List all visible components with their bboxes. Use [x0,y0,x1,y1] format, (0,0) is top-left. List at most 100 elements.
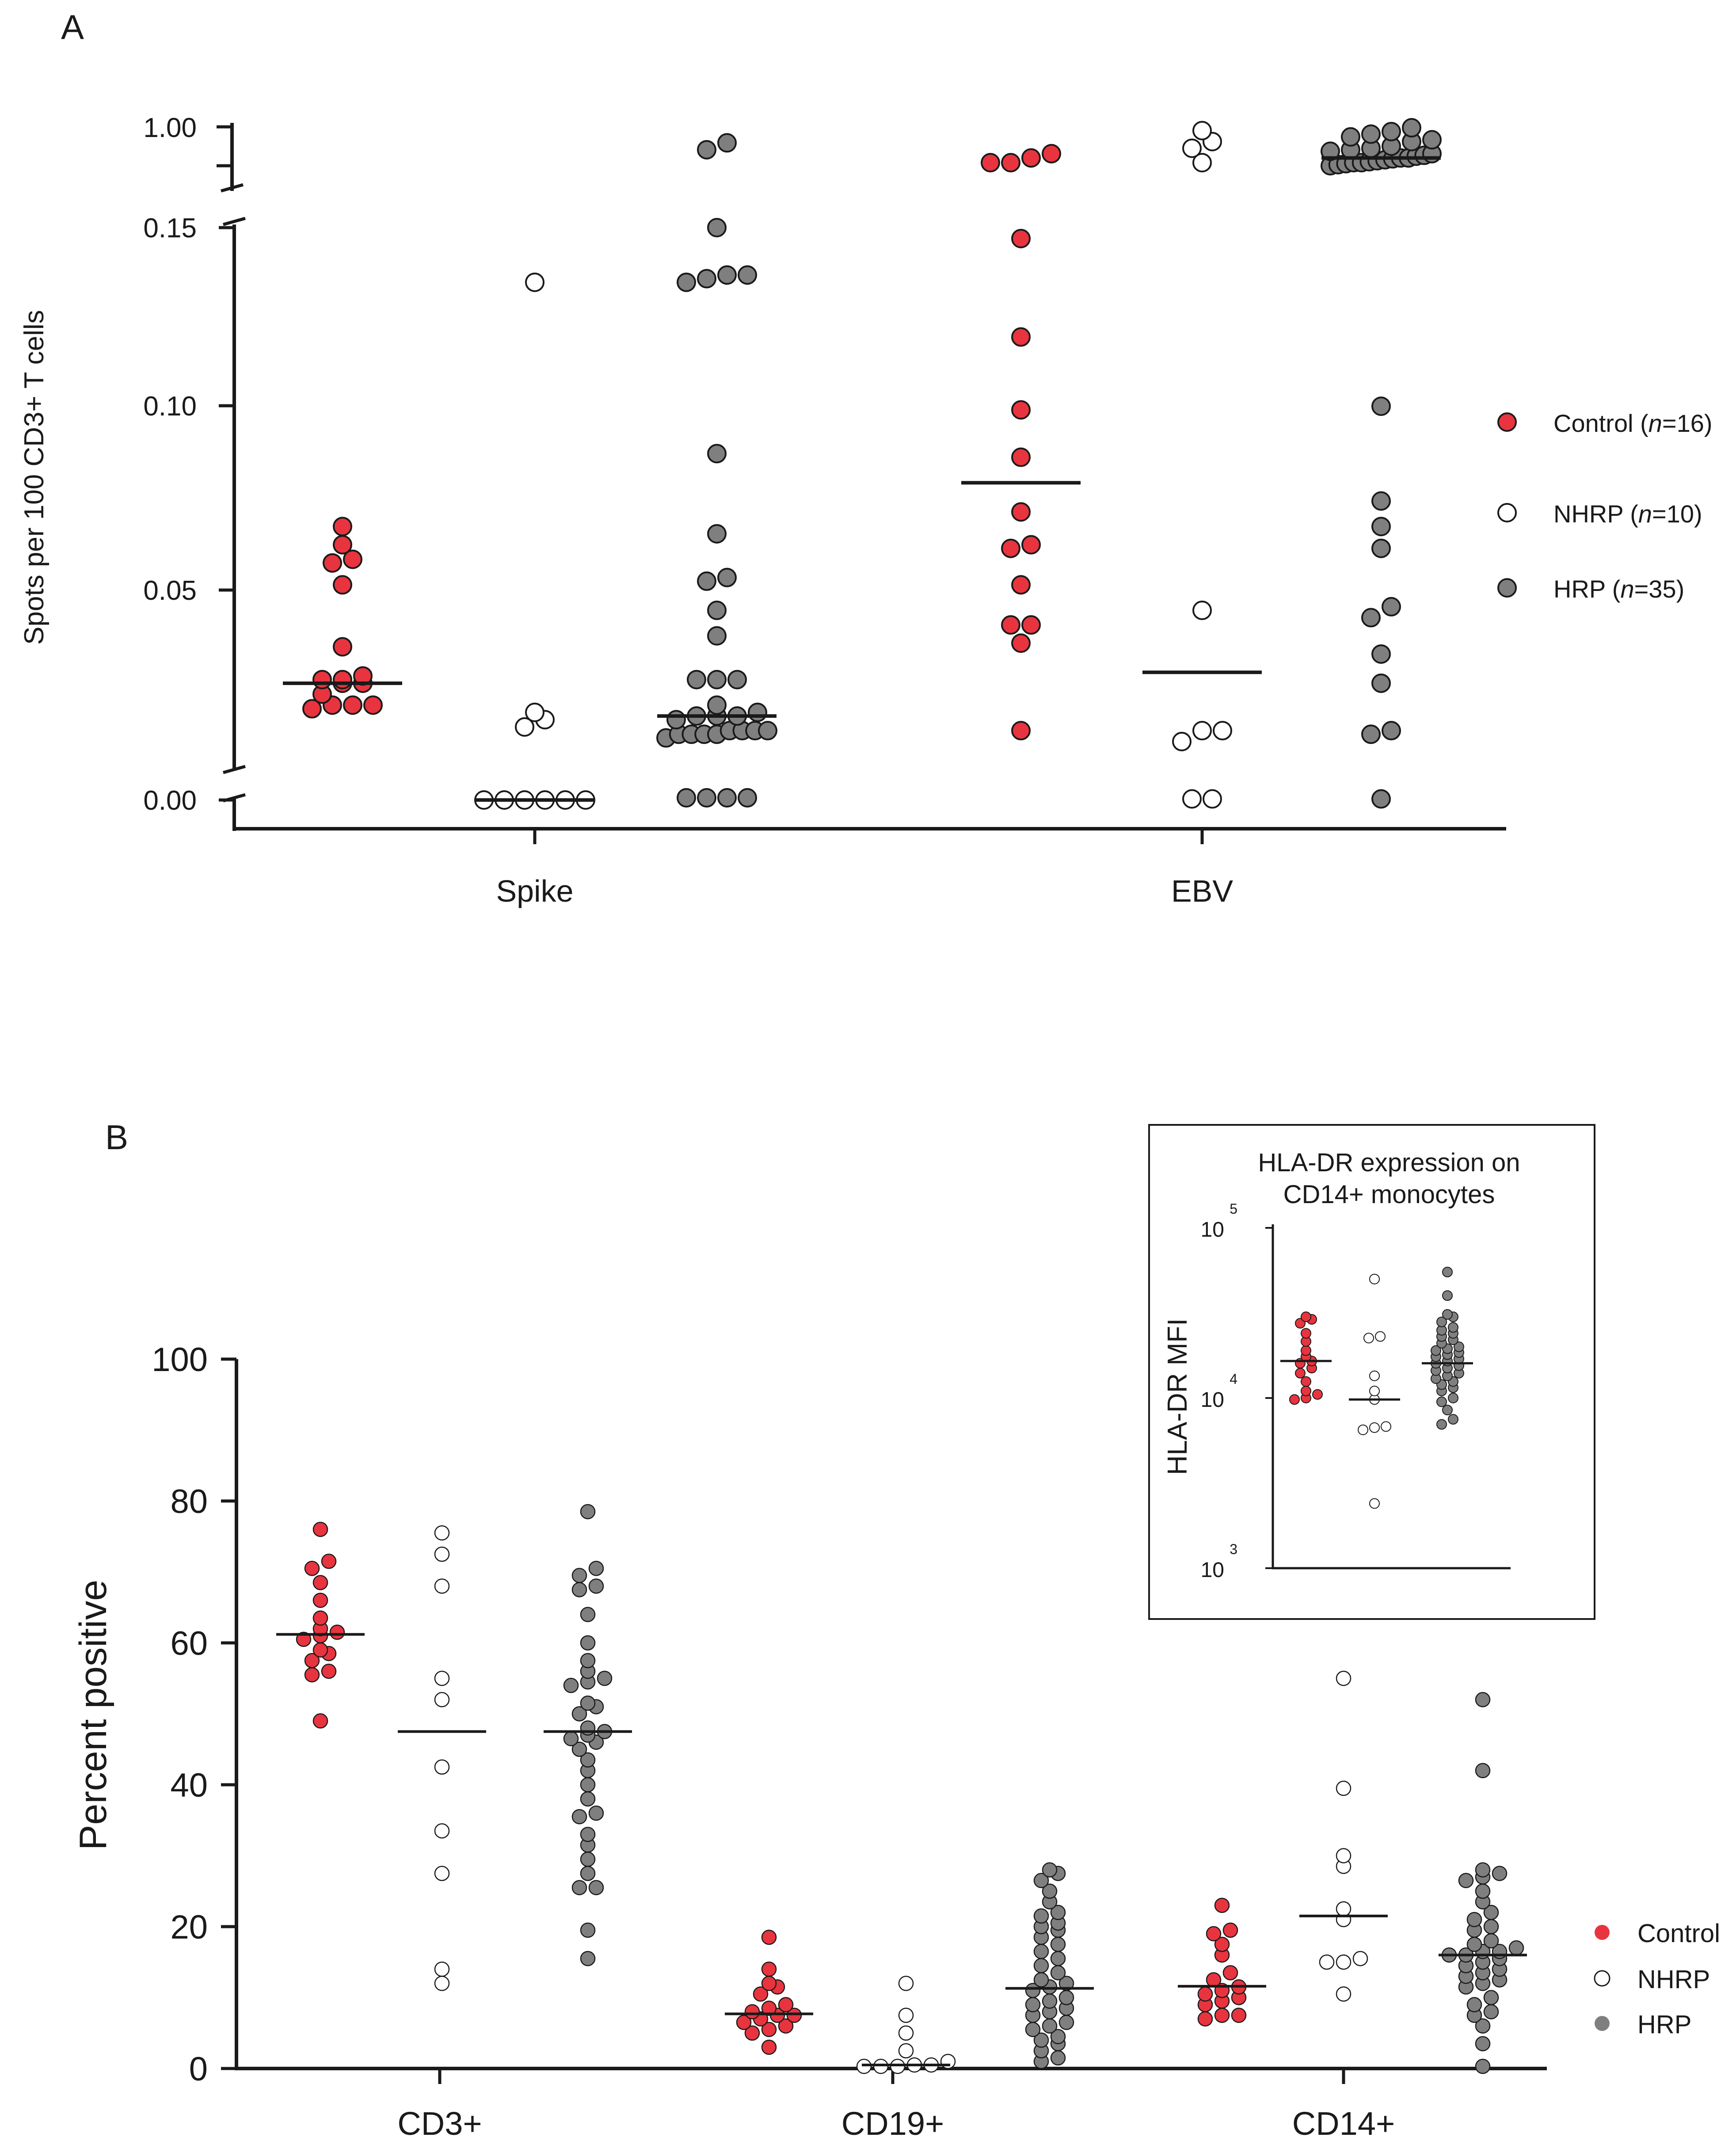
b-point-hrp-cd3 [571,1706,587,1722]
a-point-control-ebv [1001,538,1020,558]
inset-point-hrp [1448,1322,1458,1333]
b-point-hrp-cd3 [588,1805,604,1821]
b-point-hrp-cd14 [1492,1866,1508,1881]
a-point-nhrp-ebv [1192,600,1212,620]
inset-point-hrp [1436,1419,1447,1430]
b-y-axis-label: Percent positive [72,1580,114,1850]
b-point-hrp-cd19 [1033,2032,1049,2048]
b-point-hrp-cd14 [1483,1990,1499,2005]
b-point-control-cd19 [744,2004,760,2019]
b-point-nhrp-cd3 [434,1976,450,1991]
b-point-nhrp-cd14 [1336,1901,1351,1917]
a-point-nhrp-ebv [1213,721,1232,741]
b-point-nhrp-cd3 [434,1671,450,1686]
inset-point-control [1301,1345,1311,1356]
a-data-points [283,118,1442,810]
b-point-hrp-cd14 [1483,1919,1499,1935]
b-point-nhrp-cd3 [434,1578,450,1594]
inset-point-control [1301,1386,1311,1397]
a-point-control-ebv [1011,633,1031,653]
a-point-control-spike [333,535,352,555]
b-point-hrp-cd19 [1042,1993,1058,2009]
a-point-control-ebv [1011,327,1031,347]
b-point-hrp-cd19 [1058,2015,1074,2030]
panel-b-chart: 0 20 40 60 80 100 Percent positive CD3+ CD19+… [72,1341,1720,2141]
inset-point-hrp [1448,1414,1458,1425]
b-y-ticks: 0 20 40 60 80 100 [152,1341,236,2088]
panel-a-label: A [61,8,84,46]
b-point-nhrp-cd19 [898,1976,914,1991]
b-x-tick-label-cd19: CD19+ [841,2105,944,2141]
b-point-hrp-cd19 [1042,1883,1058,1899]
b-point-control-cd3 [312,1610,328,1626]
b-point-hrp-cd19 [1050,1965,1066,1981]
a-point-nhrp-ebv [1192,153,1212,173]
b-y-tick-label: 40 [170,1767,208,1804]
b-point-hrp-cd19 [1033,1958,1049,1973]
a-point-control-ebv [1021,535,1041,555]
inset-point-nhrp [1369,1498,1380,1509]
b-point-control-cd14 [1222,1965,1238,1981]
a-point-hrp-ebv [1371,538,1391,558]
a-point-hrp-ebv [1382,122,1401,141]
b-point-hrp-cd14 [1475,2018,1491,2034]
inset-point-nhrp [1369,1422,1380,1433]
b-legend-label-control: Control [1637,1919,1720,1948]
b-point-hrp-cd3 [580,1635,596,1651]
a-point-hrp-spike [697,140,716,160]
a-point-nhrp-ebv [1182,138,1202,158]
a-point-hrp-spike [697,269,716,289]
b-point-hrp-cd3 [571,1880,587,1895]
b-point-hrp-cd14 [1475,1692,1491,1707]
b-legend-label-hrp: HRP [1637,2010,1691,2039]
b-point-hrp-cd3 [588,1578,604,1594]
a-point-hrp-spike [707,626,727,646]
inset-point-control [1289,1394,1300,1405]
b-point-hrp-cd19 [1050,2029,1066,2045]
a-point-hrp-ebv [1371,789,1391,809]
b-point-hrp-cd3 [571,1568,587,1583]
b-point-hrp-cd3 [571,1809,587,1825]
inset-point-hrp [1454,1341,1464,1352]
panel-b-label: B [105,1118,128,1157]
b-point-nhrp-cd14 [1352,1951,1368,1966]
b-point-hrp-cd19 [1050,2050,1066,2066]
b-point-control-cd19 [761,1962,777,1977]
b-point-hrp-cd3 [571,1582,587,1597]
b-point-control-cd14 [1214,2008,1230,2023]
b-point-hrp-cd14 [1466,1997,1482,2012]
a-point-hrp-spike [707,524,727,544]
b-point-hrp-cd14 [1475,1883,1491,1899]
a-point-control-ebv [1001,153,1020,173]
a-point-control-spike [333,575,352,595]
b-point-nhrp-cd19 [898,2025,914,2041]
a-point-control-spike [312,670,332,690]
b-point-control-cd14 [1197,2011,1213,2027]
a-point-nhrp-ebv [1182,789,1202,809]
a-axis-break-mark [221,183,244,193]
b-point-control-cd14 [1222,1922,1238,1938]
b-y-tick-label: 60 [170,1625,208,1662]
a-y-tick-label-0-00: 0.00 [143,785,197,816]
a-point-hrp-spike [677,272,696,292]
a-point-control-spike [333,670,352,690]
inset-point-control [1295,1368,1306,1379]
a-legend-marker-control [1497,412,1517,432]
a-point-nhrp-ebv [1172,731,1192,751]
a-point-nhrp-ebv [1192,121,1212,141]
b-point-hrp-cd19 [1042,1862,1058,1878]
b-point-hrp-cd14 [1466,1936,1482,1952]
b-point-control-cd3 [296,1631,312,1647]
inset-title-line1: HLA-DR expression on [1258,1148,1520,1177]
b-point-control-cd19 [786,2008,802,2023]
a-point-hrp-spike [758,721,777,741]
b-point-control-cd14 [1214,1897,1230,1913]
b-point-hrp-cd19 [1025,1997,1041,2012]
a-point-hrp-spike [717,133,737,153]
a-legend-marker-hrp [1497,578,1517,598]
inset-point-nhrp [1369,1370,1380,1381]
b-point-nhrp-cd14 [1336,1848,1351,1863]
inset-point-hrp [1442,1309,1453,1320]
b-point-hrp-cd3 [580,1607,596,1623]
a-point-control-ebv [1042,144,1061,164]
